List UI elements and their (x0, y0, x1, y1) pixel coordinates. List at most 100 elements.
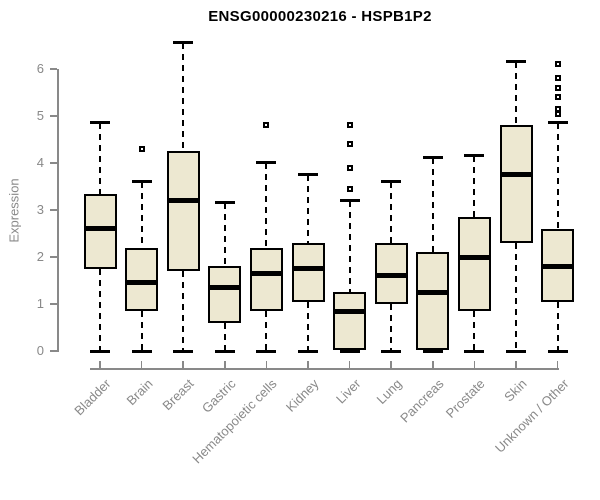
lower-whisker-kidney (307, 301, 309, 351)
lower-whisker-bladder (99, 268, 101, 351)
upper-whisker-breast (182, 43, 185, 152)
box-prostate (457, 217, 491, 312)
x-tick-liver (348, 361, 351, 368)
y-tick-label-3: 3 (36, 202, 44, 217)
x-tick-bladder (99, 361, 101, 368)
lower-whisker-brain (140, 311, 143, 351)
y-tick-5 (50, 115, 57, 117)
x-tick-prostate (473, 361, 476, 368)
x-tick-brain (140, 361, 143, 368)
upper-whisker-cap-kidney (298, 172, 318, 176)
x-tick-pancreas (432, 361, 434, 368)
median-pancreas (416, 289, 450, 295)
upper-whisker-cap-bladder (90, 121, 110, 125)
median-breast (166, 198, 200, 204)
y-tick-label-0: 0 (36, 343, 44, 358)
x-tick-kidney (307, 361, 309, 368)
upper-whisker-prostate (473, 155, 476, 218)
outlier-liver-3 (346, 185, 353, 192)
lower-whisker-cap-brain (131, 350, 152, 353)
outlier-liver-0 (346, 122, 353, 129)
outlier-unknown-other-3 (554, 94, 561, 101)
upper-whisker-unknown-other (556, 123, 559, 229)
median-brain (125, 280, 159, 286)
median-lung (374, 273, 408, 279)
lower-whisker-cap-gastric (214, 350, 235, 353)
upper-whisker-bladder (99, 123, 101, 194)
lower-whisker-cap-kidney (298, 350, 318, 353)
y-tick-label-2: 2 (36, 249, 44, 264)
outlier-unknown-other-0 (554, 61, 561, 68)
box-gastric (208, 266, 242, 323)
upper-whisker-cap-pancreas (422, 156, 443, 160)
x-tick-gastric (224, 361, 226, 368)
box-breast (166, 151, 200, 272)
lower-whisker-skin (515, 242, 517, 351)
upper-whisker-cap-unknown-other (547, 121, 568, 125)
upper-whisker-cap-lung (381, 179, 402, 183)
upper-whisker-cap-breast (173, 41, 194, 45)
y-tick-label-5: 5 (36, 108, 44, 123)
lower-whisker-cap-skin (506, 350, 526, 353)
median-liver (333, 308, 367, 314)
upper-whisker-cap-brain (131, 179, 152, 183)
upper-whisker-pancreas (431, 158, 434, 253)
x-tick-lung (390, 361, 392, 368)
lower-whisker-cap-breast (173, 350, 194, 353)
y-tick-2 (50, 256, 57, 258)
y-tick-label-1: 1 (36, 296, 44, 311)
median-hematopoietic-cells (249, 270, 283, 276)
x-axis-line (90, 368, 559, 370)
median-unknown-other (541, 263, 575, 269)
median-kidney (291, 266, 325, 272)
box-hematopoietic-cells (249, 247, 283, 312)
y-tick-label-6: 6 (36, 61, 44, 76)
lower-whisker-prostate (473, 311, 476, 351)
median-bladder (83, 226, 117, 232)
y-tick-0 (50, 350, 57, 352)
lower-whisker-lung (390, 304, 393, 351)
upper-whisker-skin (515, 61, 517, 126)
box-pancreas (416, 252, 450, 350)
x-tick-hematopoietic-cells (265, 361, 268, 368)
upper-whisker-cap-hematopoietic-cells (256, 161, 277, 164)
lower-whisker-cap-lung (381, 350, 402, 353)
outlier-hematopoietic-cells-0 (263, 122, 270, 129)
upper-whisker-liver (348, 200, 351, 293)
y-tick-label-4: 4 (36, 155, 44, 170)
outlier-unknown-other-5 (554, 110, 561, 117)
y-axis-line (57, 69, 59, 352)
outlier-brain-0 (138, 145, 145, 152)
lower-whisker-breast (182, 271, 185, 351)
outlier-unknown-other-2 (554, 84, 561, 91)
y-tick-4 (50, 162, 57, 164)
box-skin (499, 125, 533, 243)
lower-whisker-cap-bladder (90, 350, 110, 353)
upper-whisker-hematopoietic-cells (265, 163, 268, 248)
chart-title: ENSG00000230216 - HSPB1P2 (208, 8, 432, 25)
lower-whisker-unknown-other (556, 301, 559, 351)
y-tick-1 (50, 303, 57, 305)
outlier-unknown-other-1 (554, 75, 561, 82)
median-prostate (457, 254, 491, 260)
lower-whisker-cap-hematopoietic-cells (256, 350, 277, 353)
box-liver (333, 292, 367, 350)
lower-whisker-gastric (223, 322, 226, 351)
x-tick-unknown-other (556, 361, 559, 368)
box-kidney (291, 242, 325, 302)
y-tick-3 (50, 209, 57, 211)
upper-whisker-cap-liver (339, 198, 360, 202)
median-skin (499, 172, 533, 178)
outlier-liver-1 (346, 141, 353, 148)
outlier-liver-2 (346, 164, 353, 171)
box-brain (125, 247, 159, 312)
upper-whisker-cap-skin (506, 59, 526, 63)
y-tick-6 (50, 68, 57, 70)
upper-whisker-cap-prostate (464, 153, 485, 157)
upper-whisker-brain (140, 181, 143, 248)
x-tick-breast (182, 361, 184, 368)
lower-whisker-hematopoietic-cells (265, 311, 268, 351)
x-tick-skin (515, 361, 517, 368)
median-gastric (208, 285, 242, 291)
